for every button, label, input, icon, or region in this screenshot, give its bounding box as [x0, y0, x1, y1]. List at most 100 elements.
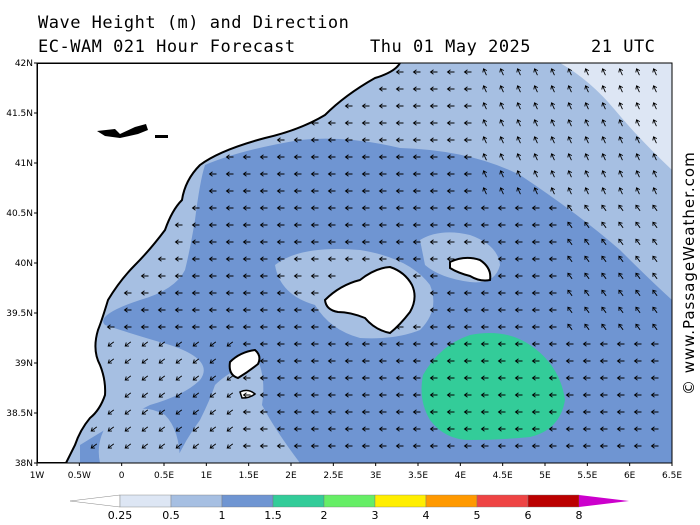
wave-arrow	[633, 358, 642, 364]
wave-arrow	[497, 290, 506, 296]
wave-arrow	[158, 443, 166, 449]
wave-arrow	[446, 375, 455, 381]
wave-arrow	[635, 68, 641, 76]
wave-arrow	[633, 443, 642, 449]
wave-arrow	[499, 119, 505, 127]
wave-arrow	[412, 256, 421, 262]
wave-arrow	[412, 409, 421, 415]
wave-arrow	[344, 358, 353, 364]
wave-arrow	[516, 187, 522, 195]
wave-arrow	[192, 443, 200, 449]
lon-label: 2.5E	[323, 471, 343, 481]
wave-arrow	[361, 205, 370, 211]
wave-arrow	[242, 307, 251, 313]
wave-arrow	[567, 221, 573, 229]
wave-arrow	[514, 290, 523, 296]
wave-arrow	[548, 273, 557, 279]
wave-arrow	[175, 341, 183, 347]
land-spain	[37, 63, 402, 463]
wave-arrow	[482, 170, 488, 178]
wave-arrow	[567, 136, 573, 144]
wave-arrow	[225, 222, 234, 228]
wave-arrow	[378, 426, 387, 432]
wave-arrow	[191, 324, 200, 330]
wave-arrow	[650, 392, 659, 398]
wave-arrow	[327, 171, 336, 177]
wave-arrow	[446, 239, 455, 245]
wave-arrow	[140, 324, 149, 330]
wave-arrow	[276, 171, 285, 177]
wave-arrow	[310, 341, 319, 347]
wave-arrow	[395, 324, 404, 330]
wave-arrow	[378, 171, 387, 177]
wave-arrow	[344, 239, 353, 245]
wave-arrow	[140, 290, 149, 296]
wave-arrow	[378, 154, 387, 160]
legend-label: 5	[474, 509, 481, 522]
wave-arrow	[226, 426, 234, 432]
wave-arrow	[158, 426, 166, 432]
wave-arrow	[226, 443, 234, 449]
wave-arrow	[618, 289, 624, 297]
wave-arrow	[344, 375, 353, 381]
sea-band-05-1-ibiza	[98, 408, 180, 463]
wave-arrow	[601, 187, 607, 195]
wave-arrow	[514, 205, 523, 211]
wave-arrow	[259, 443, 268, 449]
wave-arrow	[276, 375, 285, 381]
wave-arrow	[242, 324, 251, 330]
wave-arrow	[293, 324, 302, 330]
wave-arrow	[259, 205, 268, 211]
wave-arrow	[293, 409, 302, 415]
wave-arrow	[429, 103, 438, 109]
wave-arrow	[463, 375, 472, 381]
wave-arrow	[497, 375, 506, 381]
wave-arrow	[633, 341, 642, 347]
wave-arrow	[106, 324, 115, 330]
wave-arrow	[533, 119, 539, 127]
wave-arrow	[516, 153, 522, 161]
wave-arrow	[276, 409, 285, 415]
wave-arrow	[395, 222, 404, 228]
wave-arrow	[378, 222, 387, 228]
wave-arrow	[361, 256, 370, 262]
wave-arrow	[191, 256, 200, 262]
wave-arrow	[310, 392, 319, 398]
wave-arrow	[429, 120, 438, 126]
wave-arrow	[482, 153, 488, 161]
wave-arrow	[533, 102, 539, 110]
wave-arrow	[550, 187, 556, 195]
wave-arrow	[242, 222, 251, 228]
wave-arrow	[412, 120, 421, 126]
wave-arrow	[293, 239, 302, 245]
wave-arrow	[123, 307, 132, 313]
wave-arrow	[548, 239, 557, 245]
wave-arrow	[293, 307, 302, 313]
wave-arrow	[652, 136, 658, 144]
wave-arrow	[293, 154, 302, 160]
wave-arrow	[276, 290, 285, 296]
wave-arrow	[310, 239, 319, 245]
wave-arrow	[531, 222, 540, 228]
wave-arrow	[226, 375, 234, 381]
island-menorca	[449, 256, 492, 282]
legend-swatch	[170, 494, 223, 508]
wave-arrow	[480, 409, 489, 415]
wave-arrow	[618, 238, 624, 246]
wave-arrow	[635, 289, 641, 297]
wave-arrow	[548, 205, 557, 211]
wave-arrow	[395, 375, 404, 381]
wave-arrow	[567, 153, 573, 161]
wave-arrow	[567, 170, 573, 178]
wave-arrow	[124, 426, 132, 432]
wave-arrow	[293, 375, 302, 381]
wave-arrow	[650, 375, 659, 381]
wave-arrow	[378, 443, 387, 449]
wave-arrow	[516, 170, 522, 178]
wave-direction-arrows	[90, 68, 659, 449]
wave-arrow	[124, 392, 132, 398]
axis-ticks	[34, 62, 673, 466]
wave-arrow	[497, 392, 506, 398]
wave-arrow	[259, 154, 268, 160]
wave-arrow	[310, 137, 319, 143]
